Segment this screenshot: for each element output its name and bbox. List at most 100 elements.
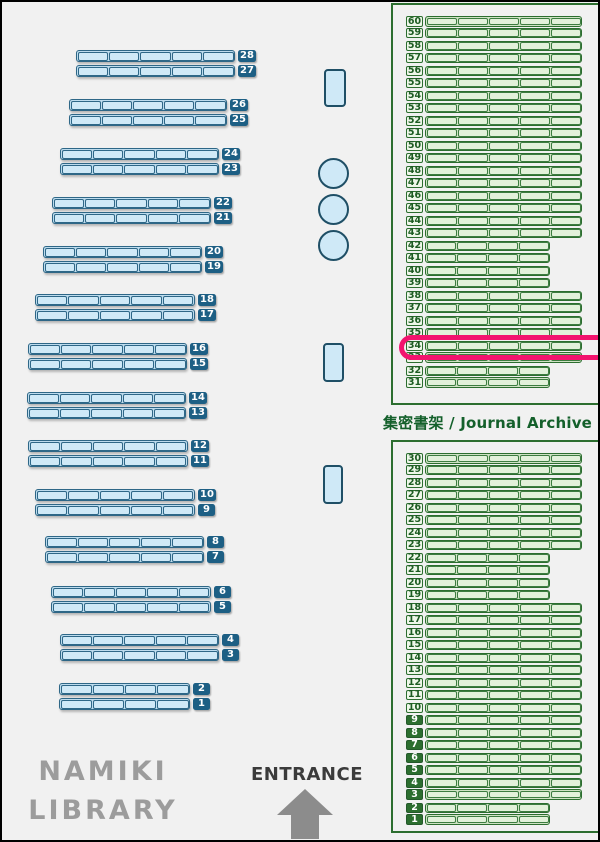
archive-shelf-row-56: 56 — [406, 65, 598, 77]
shelf-segment — [426, 54, 457, 62]
archive-shelf-row-31: 31 — [406, 377, 598, 388]
shelf-segment — [519, 541, 550, 549]
archive-shelf-bar-2 — [425, 802, 550, 814]
shelf-segment — [101, 115, 132, 125]
shelf-segment — [179, 198, 210, 208]
shelf-segment — [550, 42, 581, 50]
archive-shelf-number-36: 36 — [406, 315, 423, 327]
shelf-segment — [77, 66, 108, 76]
shelf-segment — [29, 456, 61, 466]
archive-shelf-bar-35 — [425, 327, 582, 338]
archive-shelf-row-41: 41 — [406, 252, 598, 264]
shelf-segment — [550, 766, 581, 774]
shelf-segment — [70, 100, 101, 110]
shelf-segment — [488, 292, 519, 300]
shelf-segment — [488, 192, 519, 200]
shelf-segment — [155, 456, 187, 466]
shelf-segment — [457, 729, 488, 737]
shelf-segment — [519, 167, 550, 175]
archive-shelf-number-16: 16 — [406, 627, 423, 639]
shelf-segment — [68, 490, 99, 500]
shelf-segment — [488, 504, 519, 512]
shelf-number-18: 18 — [198, 294, 216, 306]
archive-shelf-bar-10 — [425, 702, 582, 714]
archive-shelf-bar-43 — [425, 227, 582, 239]
shelf-segment — [550, 466, 581, 474]
shelf-segment — [488, 790, 519, 799]
shelf-segment — [68, 505, 99, 515]
shelf-segment — [138, 247, 170, 257]
archive-shelf-number-1: 1 — [406, 814, 423, 825]
shelf-row-28: 28 — [76, 50, 256, 62]
table-round-1 — [318, 158, 349, 189]
shelf-segment — [46, 552, 77, 562]
shelf-segment — [426, 292, 457, 300]
archive-shelf-bar-34 — [425, 340, 582, 352]
shelf-segment — [550, 491, 581, 499]
shelf-segment — [519, 779, 550, 787]
shelf-segment — [84, 198, 116, 208]
archive-shelf-bar-20 — [425, 577, 550, 589]
shelf-segment — [518, 367, 549, 375]
archive-shelf-bar-33 — [425, 352, 582, 363]
archive-shelf-row-3: 3 — [406, 789, 598, 800]
archive-shelf-number-20: 20 — [406, 577, 423, 589]
shelf-pair-14-13: 14 13 — [27, 392, 207, 422]
shelf-segment — [426, 716, 457, 724]
left-shelf-area: 28 27 26 25 24 23 22 21 20 19 18 17 16 15 14 13 12 11 10 9 8… — [2, 2, 390, 840]
shelf-segment — [457, 179, 488, 187]
shelf-bar-18 — [35, 294, 195, 306]
shelf-bar-4 — [60, 634, 219, 646]
shelf-segment — [92, 149, 124, 159]
shelf-segment — [488, 666, 519, 674]
shelf-segment — [124, 456, 155, 466]
shelf-segment — [457, 554, 487, 562]
shelf-segment — [28, 408, 59, 418]
shelf-segment — [550, 629, 581, 637]
shelf-segment — [426, 67, 457, 75]
archive-shelf-number-45: 45 — [406, 202, 423, 214]
shelf-segment — [488, 367, 518, 375]
shelf-number-10: 10 — [198, 489, 216, 501]
shelf-segment — [124, 650, 155, 660]
archive-shelf-row-12: 12 — [406, 677, 598, 689]
shelf-segment — [488, 154, 519, 162]
shelf-segment — [488, 541, 519, 549]
shelf-segment — [203, 66, 234, 76]
shelf-number-4: 4 — [222, 634, 239, 646]
shelf-segment — [426, 629, 457, 637]
shelf-segment — [457, 342, 488, 350]
shelf-segment — [457, 591, 487, 599]
shelf-segment — [125, 699, 157, 709]
shelf-segment — [131, 490, 162, 500]
archive-shelf-number-51: 51 — [406, 127, 423, 139]
shelf-segment — [426, 679, 457, 687]
shelf-segment — [518, 566, 549, 574]
shelf-segment — [519, 654, 550, 662]
shelf-segment — [59, 408, 91, 418]
shelf-segment — [36, 505, 68, 515]
shelf-segment — [457, 353, 488, 362]
shelf-bar-9 — [35, 504, 195, 516]
archive-shelf-number-57: 57 — [406, 52, 423, 64]
shelf-segment — [518, 554, 549, 562]
shelf-number-25: 25 — [230, 114, 248, 126]
shelf-segment — [426, 691, 457, 699]
archive-shelf-number-23: 23 — [406, 539, 423, 551]
shelf-row-20: 20 — [43, 246, 223, 258]
shelf-number-7: 7 — [207, 551, 224, 563]
shelf-segment — [122, 393, 154, 403]
shelf-segment — [61, 635, 92, 645]
archive-shelf-number-6: 6 — [406, 752, 423, 764]
archive-shelf-row-20: 20 — [406, 577, 598, 589]
table-rect-3 — [323, 465, 343, 504]
shelf-segment — [488, 329, 519, 337]
archive-shelf-row-8: 8 — [406, 727, 598, 739]
shelf-segment — [550, 154, 581, 162]
shelf-number-12: 12 — [191, 440, 209, 452]
shelf-segment — [519, 704, 550, 712]
shelf-bar-8 — [45, 536, 204, 548]
shelf-segment — [131, 505, 162, 515]
shelf-segment — [488, 766, 519, 774]
shelf-segment — [426, 229, 457, 237]
